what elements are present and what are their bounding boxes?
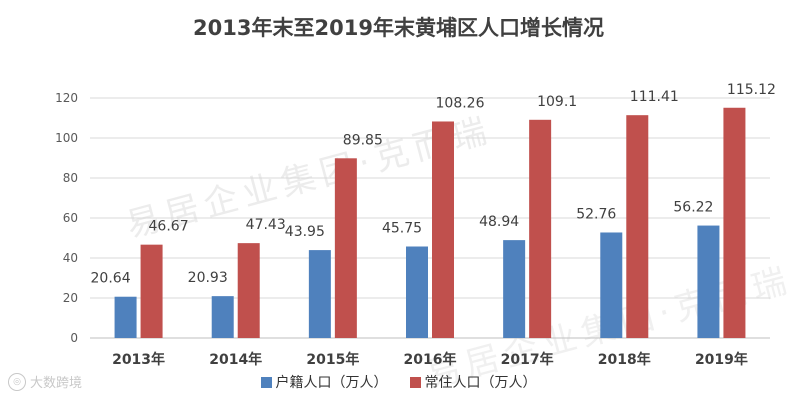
bar <box>406 246 428 338</box>
bar <box>237 243 260 338</box>
x-tick-label: 2019年 <box>695 351 748 368</box>
data-label: 43.95 <box>285 224 325 240</box>
bar <box>697 225 720 338</box>
bar <box>114 296 137 338</box>
bar <box>723 107 746 338</box>
bar <box>503 240 526 338</box>
data-label: 109.1 <box>537 94 577 110</box>
y-tick-label: 20 <box>63 291 78 305</box>
data-label: 111.41 <box>630 89 679 105</box>
legend-item-0: 户籍人口（万人） <box>260 372 388 392</box>
data-label: 89.85 <box>343 132 383 148</box>
data-label: 45.75 <box>382 221 422 237</box>
corner-watermark-text: 大数跨境 <box>30 376 83 391</box>
x-tick-label: 2017年 <box>501 351 554 368</box>
bar <box>529 119 552 338</box>
bar <box>308 250 331 338</box>
data-label: 115.12 <box>727 82 776 98</box>
source-logo-icon: ◎ <box>8 372 26 391</box>
bar <box>140 244 163 338</box>
bar <box>626 115 649 339</box>
y-tick-label: 100 <box>55 131 78 145</box>
legend-item-1: 常住人口（万人） <box>409 372 537 392</box>
y-tick-label: 0 <box>70 331 78 345</box>
bar <box>600 232 623 338</box>
y-tick-label: 60 <box>63 211 78 225</box>
legend-swatch-1 <box>409 376 421 388</box>
bar <box>432 121 454 338</box>
x-tick-label: 2014年 <box>209 351 262 368</box>
chart-title: 2013年末至2019年末黄埔区人口增长情况 <box>193 16 604 40</box>
x-tick-label: 2016年 <box>404 351 457 368</box>
data-label: 52.76 <box>576 206 616 222</box>
data-label: 47.43 <box>246 217 286 233</box>
y-tick-label: 120 <box>55 91 78 105</box>
data-label: 20.93 <box>188 270 228 286</box>
bar <box>211 296 234 338</box>
x-tick-label: 2013年 <box>112 351 165 368</box>
x-tick-label: 2015年 <box>306 351 359 368</box>
data-label: 20.64 <box>91 271 131 287</box>
data-label: 108.26 <box>436 95 485 111</box>
data-label: 48.94 <box>479 214 519 230</box>
x-tick-label: 2018年 <box>598 351 651 368</box>
data-label: 56.22 <box>673 200 713 216</box>
y-tick-label: 40 <box>63 251 78 265</box>
legend-label-0: 户籍人口（万人） <box>275 375 388 391</box>
corner-watermark: ◎ 大数跨境 <box>8 372 82 391</box>
data-label: 46.67 <box>149 219 189 235</box>
legend: 户籍人口（万人） 常住人口（万人） <box>0 372 797 392</box>
bar <box>334 158 357 338</box>
y-tick-label: 80 <box>63 171 78 185</box>
legend-swatch-0 <box>260 376 272 388</box>
legend-label-1: 常住人口（万人） <box>424 375 537 391</box>
